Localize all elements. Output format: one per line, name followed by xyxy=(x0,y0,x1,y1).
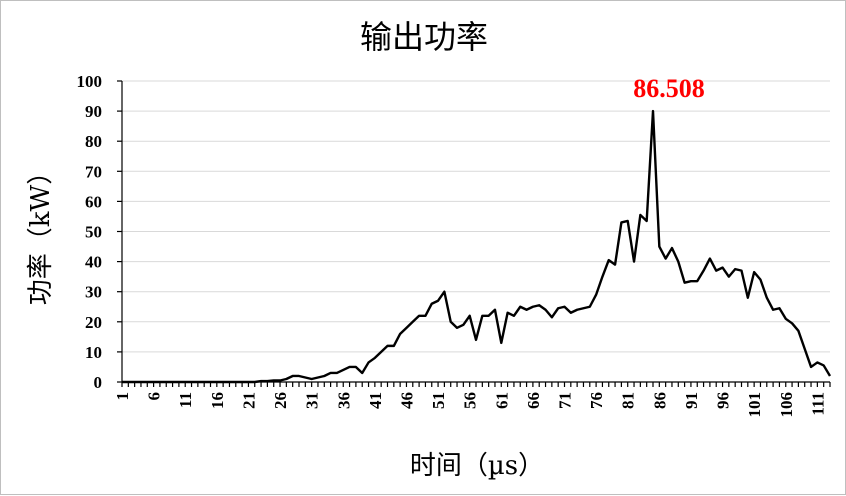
x-tick-label: 111 xyxy=(808,392,827,416)
x-tick-label: 16 xyxy=(208,392,227,409)
series xyxy=(122,111,830,382)
x-tick-label: 106 xyxy=(777,392,796,418)
x-tick-label: 21 xyxy=(239,392,258,409)
y-tick-label: 0 xyxy=(94,373,103,392)
x-tick-label: 96 xyxy=(714,392,733,409)
y-tick-label: 10 xyxy=(85,343,102,362)
y-tick-label: 80 xyxy=(85,132,102,151)
y-tick-label: 50 xyxy=(85,223,102,242)
x-tick-label: 1 xyxy=(113,392,132,401)
x-tick-label: 36 xyxy=(334,392,353,409)
chart-title: 输出功率 xyxy=(360,18,488,56)
output-power-line xyxy=(122,111,830,382)
y-tick-label: 30 xyxy=(85,283,102,302)
y-axis-title: 功率（kW） xyxy=(26,159,56,305)
x-tick-label: 46 xyxy=(397,392,416,409)
y-tick-label: 90 xyxy=(85,102,102,121)
x-tick-label: 76 xyxy=(587,392,606,409)
x-tick-label: 66 xyxy=(524,392,543,409)
x-tick-label: 31 xyxy=(303,392,322,409)
x-tick-label: 61 xyxy=(492,392,511,409)
x-tick-label: 51 xyxy=(429,392,448,409)
x-tick-label: 86 xyxy=(650,392,669,409)
axes xyxy=(117,81,830,387)
y-tick-labels: 0 10 20 30 40 50 60 70 80 90 100 xyxy=(77,72,103,392)
x-tick-label: 71 xyxy=(556,392,575,409)
gridlines xyxy=(122,81,830,352)
x-tick-label: 81 xyxy=(619,392,638,409)
x-tick-label: 101 xyxy=(745,392,764,418)
y-tick-label: 60 xyxy=(85,192,102,211)
x-tick-label: 6 xyxy=(145,392,164,401)
peak-value-label: 86.508 xyxy=(633,74,705,103)
y-tick-label: 20 xyxy=(85,313,102,332)
x-tick-label: 91 xyxy=(682,392,701,409)
y-tick-label: 100 xyxy=(77,72,103,91)
x-axis-title: 时间（µs） xyxy=(410,451,544,481)
y-tick-label: 40 xyxy=(85,253,102,272)
x-tick-label: 26 xyxy=(271,392,290,409)
y-tick-label: 70 xyxy=(85,162,102,181)
x-tick-label: 56 xyxy=(461,392,480,409)
x-tick-label: 41 xyxy=(366,392,385,409)
x-tick-label: 11 xyxy=(176,392,195,408)
